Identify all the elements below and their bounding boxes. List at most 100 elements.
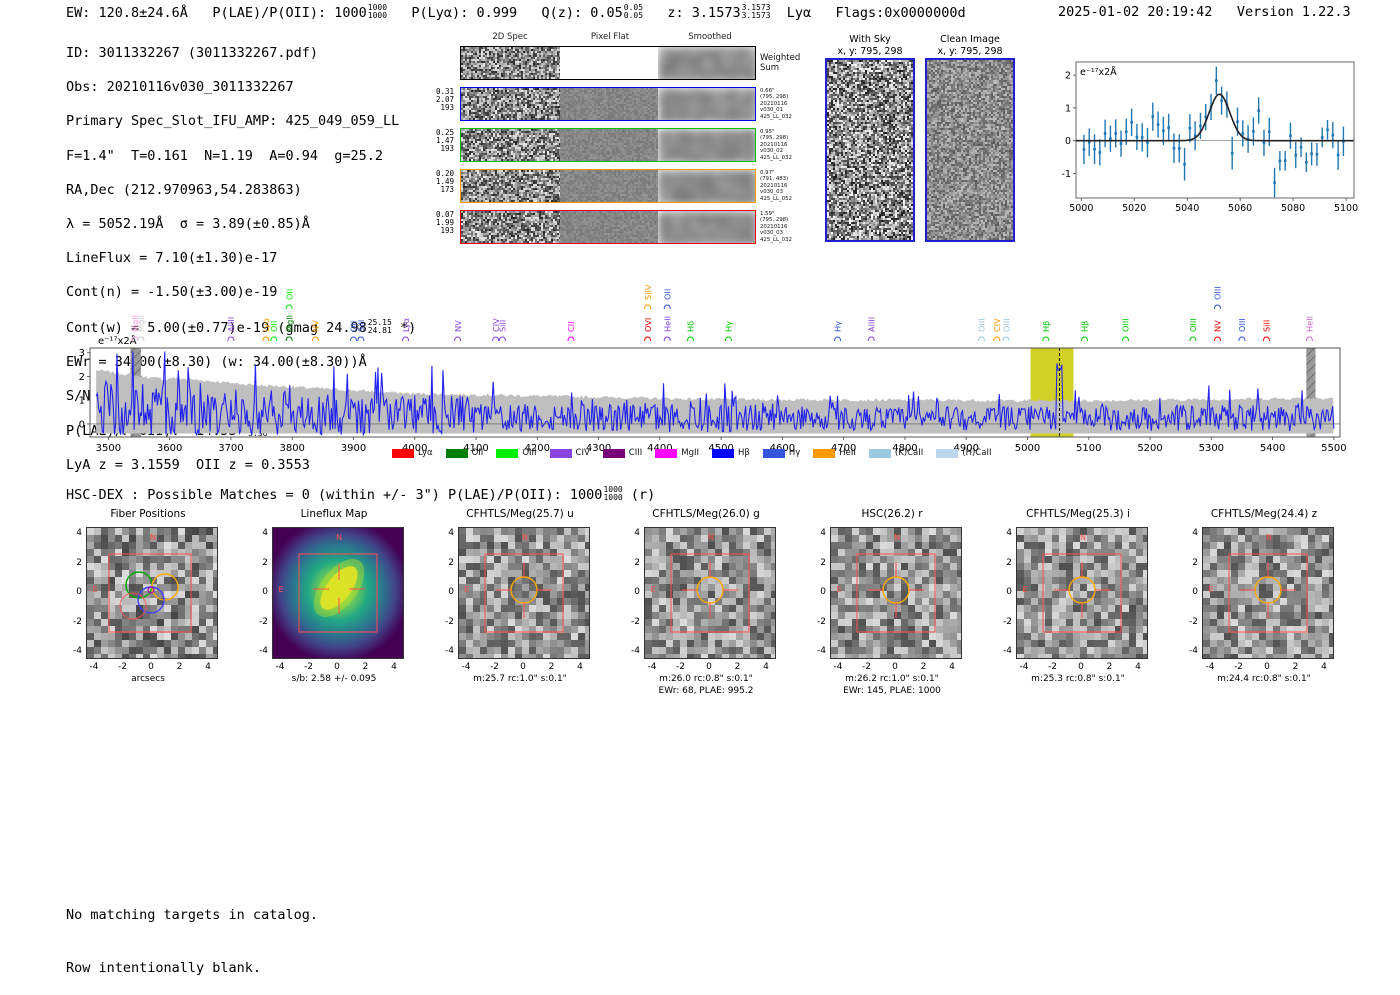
legend-label: MgII xyxy=(681,448,699,458)
header-plae-lo: 1000 xyxy=(368,12,387,20)
cutout-xtick: -4 xyxy=(1206,662,1215,672)
2d-spec-panel: 2D Spec Pixel Flat Smoothed Weighted Sum… xyxy=(420,32,760,247)
legend-label: CIII xyxy=(629,448,642,458)
legend-item: (H)CaII xyxy=(936,448,991,458)
header-z: z: 3.1573 xyxy=(667,5,740,21)
spec-row-pixelflat xyxy=(560,170,657,202)
spec-row-pixelflat xyxy=(560,88,657,120)
cutout-ytick: 0 xyxy=(810,587,826,597)
cutout-caption: m:26.2 rc:1.0" s:0.1"EWr: 145, PLAE: 100… xyxy=(806,674,978,697)
spec-row-smoothed xyxy=(658,211,755,243)
spec-row-2dspec xyxy=(461,129,560,161)
header-z-lo: 3.1573 xyxy=(742,12,771,20)
sky-image xyxy=(825,58,915,242)
cutout-ytick: 0 xyxy=(996,587,1012,597)
info-radec: RA,Dec (212.970963,54.283863) xyxy=(66,182,416,199)
cutout-ytick: 4 xyxy=(66,528,82,538)
panel-title-2dspec: 2D Spec xyxy=(460,32,560,42)
info-lineflux: LineFlux = 7.10(±1.30)e-17 xyxy=(66,250,416,267)
cutout-title: Lineflux Map xyxy=(248,508,420,520)
cutout-ytick: -4 xyxy=(810,646,826,656)
cutout-ytick: -4 xyxy=(1182,646,1198,656)
cutout-xtick: -2 xyxy=(1048,662,1057,672)
cutout-ytick: 0 xyxy=(252,587,268,597)
cutout-xtick: -2 xyxy=(1234,662,1243,672)
cutout-caption: arcsecs xyxy=(62,674,234,686)
cutout-title: Fiber Positions xyxy=(62,508,234,520)
spec-row-2dspec xyxy=(461,88,560,120)
info-seeing: F=1.4" T=0.161 N=1.19 A=0.94 g=25.2 xyxy=(66,148,416,165)
header-flags: Flags:0x0000000d xyxy=(836,5,966,21)
weighted-sum-label: Weighted Sum xyxy=(760,54,800,73)
cutout-xticks: -4 -2 0 2 4 xyxy=(992,662,1164,674)
info-lambda: λ = 5052.19Å σ = 3.89(±0.85)Å xyxy=(66,216,416,233)
spec-row xyxy=(460,169,756,203)
cutout-ytick: -4 xyxy=(66,646,82,656)
cutout-xtick: 4 xyxy=(949,662,955,672)
spec-row-smoothed xyxy=(658,129,755,161)
panel-title-smoothed: Smoothed xyxy=(660,32,760,42)
cutout-xtick: 2 xyxy=(363,662,369,672)
legend-item: Lyα xyxy=(392,448,433,458)
cutout-xtick: 0 xyxy=(706,662,712,672)
header-plae-value: 1000 xyxy=(334,5,367,21)
cutout-title: CFHTLS/Meg(25.7) u xyxy=(434,508,606,520)
spec-row xyxy=(460,87,756,121)
cutout-xtick: -2 xyxy=(118,662,127,672)
cutout-ytick: 2 xyxy=(624,558,640,568)
cutout-caption: m:24.4 rc:0.8" s:0.1" xyxy=(1178,674,1350,686)
info-obs: Obs: 20210116v030_3011332267 xyxy=(66,79,416,96)
legend-swatch xyxy=(446,449,468,458)
cutout-caption: m:26.0 rc:0.8" s:0.1"EWr: 68, PLAE: 995.… xyxy=(620,674,792,697)
legend-label: Hγ xyxy=(789,448,800,458)
cutout-ytick: 0 xyxy=(438,587,454,597)
cutout-xtick: 2 xyxy=(1107,662,1113,672)
cutout-xtick: 0 xyxy=(148,662,154,672)
hsc-filter: (r) xyxy=(631,487,655,503)
hsc-dex-summary: HSC-DEX : Possible Matches = 0 (within +… xyxy=(66,486,655,503)
cutout-xtick: 2 xyxy=(1293,662,1299,672)
legend-item: CIII xyxy=(603,448,642,458)
cutout-ytick: 4 xyxy=(624,528,640,538)
cutout-xtick: 0 xyxy=(1078,662,1084,672)
legend-swatch xyxy=(655,449,677,458)
cutout-ytick: 2 xyxy=(996,558,1012,568)
footer-note: No matching targets in catalog. Row inte… xyxy=(66,872,318,995)
cutout-ytick: -4 xyxy=(438,646,454,656)
cutout-ytick: -2 xyxy=(66,617,82,627)
cutout-ytick: 4 xyxy=(438,528,454,538)
cutout-xtick: -4 xyxy=(834,662,843,672)
footer-line-2: Row intentionally blank. xyxy=(66,960,318,978)
cutout-ytick: -2 xyxy=(252,617,268,627)
cutout-title: CFHTLS/Meg(24.4) z xyxy=(1178,508,1350,520)
spec-row-pixelflat xyxy=(560,129,657,161)
cutout-ytick: 2 xyxy=(66,558,82,568)
cutout-xtick: 4 xyxy=(1135,662,1141,672)
header-line-name: Lyα xyxy=(787,5,811,21)
cutout-xtick: -4 xyxy=(1020,662,1029,672)
cutout-xtick: 4 xyxy=(391,662,397,672)
hsc-dex-text: HSC-DEX : Possible Matches = 0 (within +… xyxy=(66,487,602,503)
legend-item: MgII xyxy=(655,448,699,458)
cutout-ytick: -2 xyxy=(438,617,454,627)
spec-row-pixelflat xyxy=(560,211,657,243)
cutout-xtick: -2 xyxy=(304,662,313,672)
